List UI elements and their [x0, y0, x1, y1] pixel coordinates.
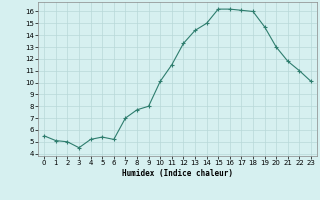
X-axis label: Humidex (Indice chaleur): Humidex (Indice chaleur) — [122, 169, 233, 178]
